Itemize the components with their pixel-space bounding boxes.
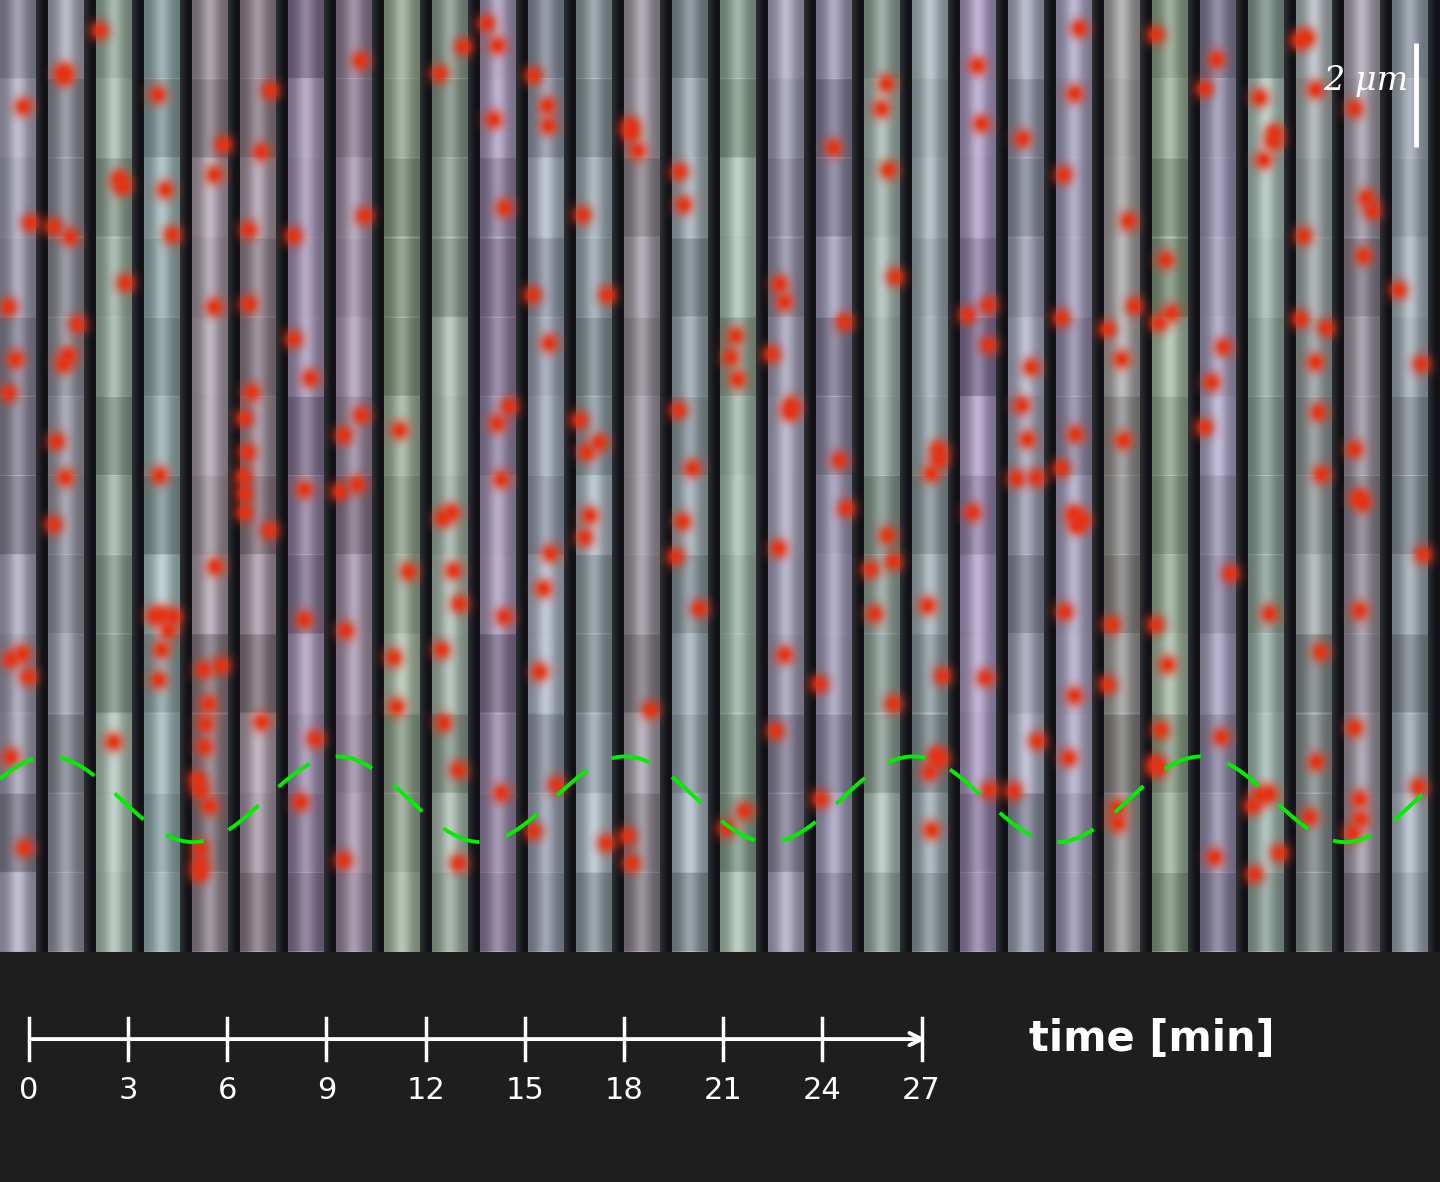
Text: 21: 21 [704, 1076, 743, 1105]
Text: 0: 0 [19, 1076, 39, 1105]
Text: 12: 12 [406, 1076, 445, 1105]
Text: 15: 15 [505, 1076, 544, 1105]
Text: 27: 27 [903, 1076, 940, 1105]
Text: 6: 6 [217, 1076, 238, 1105]
Text: 9: 9 [317, 1076, 336, 1105]
Text: time [min]: time [min] [1030, 1018, 1274, 1060]
Text: 18: 18 [605, 1076, 644, 1105]
Text: 2 μm: 2 μm [1323, 65, 1408, 97]
Text: 3: 3 [118, 1076, 138, 1105]
Text: 24: 24 [804, 1076, 842, 1105]
